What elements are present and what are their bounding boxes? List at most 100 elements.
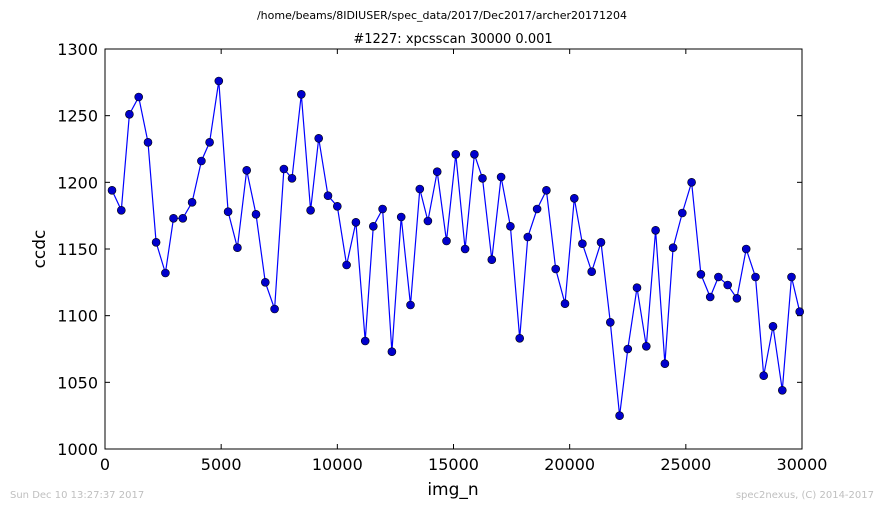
data-point (223, 207, 233, 216)
data-point (795, 307, 805, 317)
chart-title: #1227: xpcsscan 30000 0.001 (353, 32, 552, 47)
y-tick-label: 1300 (57, 40, 98, 59)
x-tick-label: 25000 (660, 455, 711, 474)
x-tick-label: 30000 (777, 455, 828, 474)
data-point (169, 214, 178, 223)
data-point (117, 206, 126, 215)
data-point (143, 138, 153, 147)
y-tick-label: 1000 (57, 440, 98, 459)
y-tick-label: 1200 (57, 173, 98, 192)
data-point (214, 76, 224, 86)
y-axis-label: ccdc (30, 230, 50, 269)
data-point (687, 178, 696, 187)
data-point (523, 232, 533, 242)
data-point (596, 238, 606, 247)
axis-ticks: 0 5000 10000 15000 20000 25000 30000 1000 1050 11… (57, 40, 827, 474)
data-point (451, 150, 461, 159)
data-point (197, 156, 206, 166)
data-point (242, 166, 251, 175)
data-point (587, 267, 597, 277)
data-point (551, 264, 561, 274)
data-point (578, 239, 587, 248)
data-point (605, 317, 615, 327)
data-point (787, 272, 796, 282)
data-point (651, 226, 660, 235)
data-point (161, 268, 170, 278)
data-point (396, 212, 406, 222)
data-point (460, 244, 470, 254)
y-tick-label: 1150 (57, 240, 98, 259)
data-point (615, 411, 624, 421)
figure-suptitle: /home/beams/8IDIUSER/spec_data/2017/Dec2… (257, 9, 627, 22)
data-point (270, 304, 279, 314)
y-tick-label: 1050 (57, 373, 98, 392)
data-point (777, 385, 787, 395)
x-tick-label: 10000 (312, 455, 363, 474)
data-point (487, 255, 497, 265)
data-point (107, 186, 117, 195)
data-point (423, 216, 433, 226)
data-series (107, 76, 805, 421)
data-point (260, 277, 270, 287)
data-point (134, 92, 143, 102)
data-point (723, 280, 733, 290)
plot-area (104, 48, 803, 450)
data-point (178, 214, 188, 223)
data-point (696, 269, 706, 279)
data-point (151, 238, 161, 247)
data-point (432, 167, 442, 176)
data-point (296, 90, 306, 99)
data-point (660, 359, 670, 369)
data-point (332, 202, 342, 211)
data-point (415, 184, 425, 194)
data-point (542, 186, 551, 195)
data-point (560, 299, 570, 309)
data-point (442, 236, 451, 246)
data-point (496, 172, 506, 182)
data-point (314, 134, 324, 143)
data-point (406, 300, 415, 310)
data-point (623, 344, 633, 354)
data-point (233, 243, 242, 252)
y-tick-label: 1100 (57, 307, 98, 326)
data-point (515, 333, 525, 343)
data-point (387, 347, 397, 357)
data-point (279, 164, 289, 174)
x-tick-label: 0 (100, 455, 110, 474)
data-point (569, 194, 579, 203)
data-point (351, 218, 361, 227)
y-tick-label: 1250 (57, 107, 98, 126)
data-point (668, 243, 678, 252)
data-point (287, 174, 297, 183)
data-point (205, 138, 214, 147)
data-point (751, 272, 760, 282)
data-point (251, 210, 261, 219)
x-tick-label: 5000 (201, 455, 242, 474)
x-tick-label: 20000 (544, 455, 595, 474)
footer-timestamp: Sun Dec 10 13:27:37 2017 (10, 490, 144, 501)
data-point (368, 222, 378, 231)
data-point (632, 283, 642, 293)
data-point (759, 371, 769, 381)
data-point (125, 110, 134, 119)
x-tick-label: 15000 (428, 455, 479, 474)
data-point (187, 198, 197, 207)
data-point (470, 150, 479, 159)
data-point (306, 206, 315, 215)
data-point (705, 292, 715, 302)
data-point (378, 204, 387, 214)
data-point (506, 222, 515, 231)
x-axis-label: img_n (427, 480, 478, 500)
data-point (323, 191, 333, 200)
data-point (714, 272, 723, 282)
series-line (111, 80, 801, 416)
data-point (741, 244, 751, 254)
data-point (768, 321, 778, 331)
data-point (342, 260, 351, 270)
footer-credit: spec2nexus, (C) 2014-2017 (736, 490, 874, 501)
data-point (360, 336, 370, 346)
data-point (532, 204, 542, 214)
data-point (732, 293, 742, 303)
data-point (641, 341, 651, 351)
